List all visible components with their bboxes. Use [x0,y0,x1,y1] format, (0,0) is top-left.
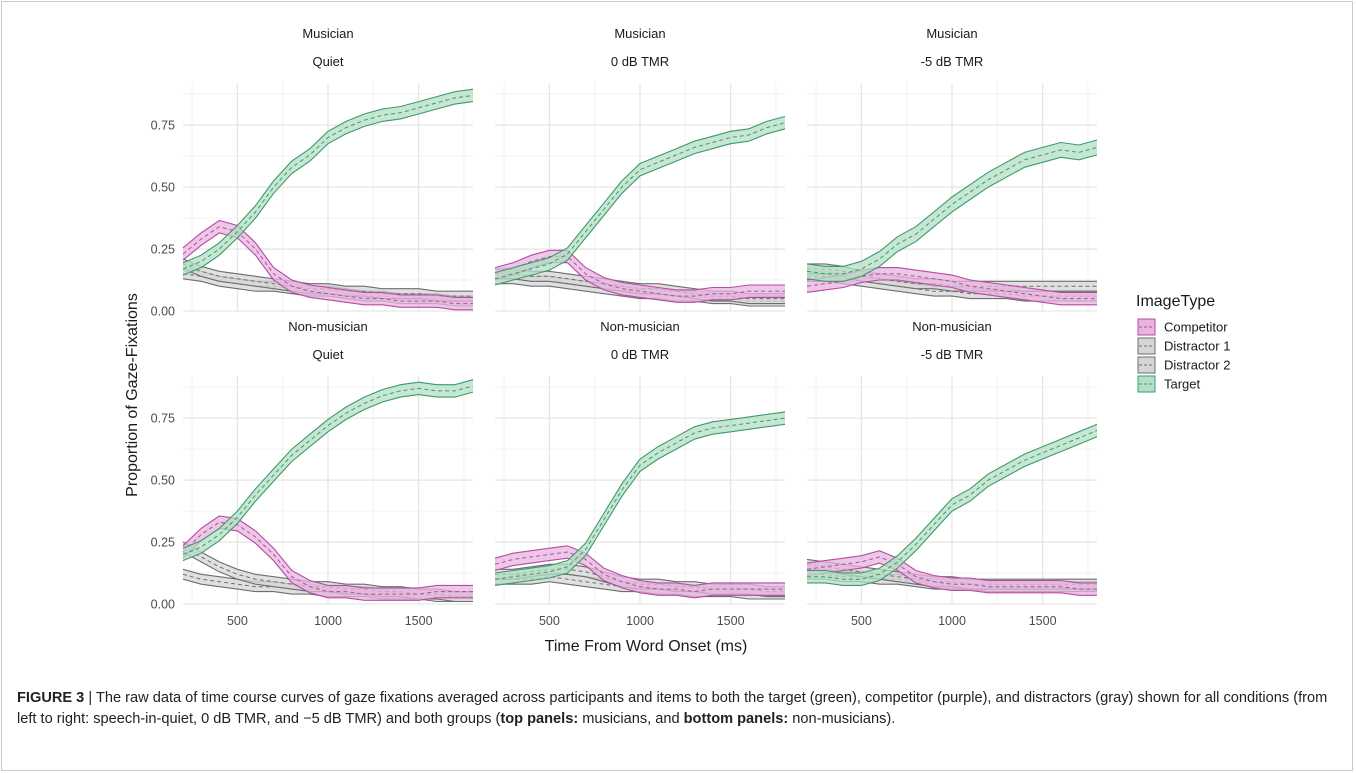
x-tick-label: 1000 [626,614,654,628]
figure-caption: FIGURE 3 | The raw data of time course c… [17,688,1337,730]
x-tick-label: 1000 [938,614,966,628]
y-tick-label: 0.75 [151,119,175,133]
target-upper-bound [494,115,786,274]
x-tick-label: 1500 [405,614,433,628]
distractor-2-lower-bound [495,283,785,307]
strip-condition-label: 0 dB TMR [611,54,669,69]
target-upper-bound [182,88,474,264]
target-lower-bound [182,391,474,562]
competitor-mean-line [494,256,785,297]
target-upper-bound [182,379,474,549]
legend: ImageType Competitor Distractor 1 Distracto… [1136,293,1230,393]
caption-separator: | [84,690,96,706]
competitor-ribbon [495,545,785,598]
strip-condition-label: -5 dB TMR [921,347,984,362]
caption-bold-bottom: bottom panels: [683,711,789,727]
y-tick-label: 0.25 [151,536,175,550]
competitor-lower-bound [182,527,473,601]
panel-3: Musician -5 dB TMR [806,26,1098,312]
caption-text-1: The raw data of time course curves of ga… [17,690,1328,727]
legend-title: ImageType [1136,293,1215,310]
strip-group-label: Non-musician [912,319,991,334]
x-axis-title: Time From Word Onset (ms) [545,638,748,655]
gaze-fixation-chart: Musician Quiet 0.00 0.25 0.50 0.75 Musician 0 d… [124,26,1230,655]
y-tick-label: 0.00 [151,305,175,319]
y-tick-label: 0.75 [151,412,175,426]
panel-2: Musician 0 dB TMR [494,26,786,312]
strip-condition-label: Quiet [312,347,343,362]
target-lower-bound [807,436,1098,586]
competitor-mean-line [182,226,473,305]
x-tick-label: 1000 [314,614,342,628]
competitor-upper-bound [182,219,473,298]
target-ribbon [183,379,473,561]
panel-4: Non-musician Quiet 0.00 0.25 0.50 0.75 500 1000… [151,319,474,628]
competitor-ribbon [807,267,1097,305]
y-tick-label: 0.50 [151,474,175,488]
figure-label: FIGURE 3 [17,690,85,706]
strip-condition-label: 0 dB TMR [611,347,669,362]
competitor-upper-bound [494,249,785,291]
strip-group-label: Musician [926,26,977,41]
target-ribbon [807,140,1097,282]
x-tick-label: 500 [851,614,872,628]
strip-group-label: Non-musician [600,319,679,334]
target-mean-line [494,122,786,280]
legend-label-target: Target [1164,377,1201,392]
target-lower-bound [494,423,786,586]
x-tick-label: 500 [539,614,560,628]
competitor-lower-bound [806,279,1097,306]
competitor-lower-bound [494,557,785,599]
strip-condition-label: -5 dB TMR [921,54,984,69]
caption-text-2: musicians, and [578,711,684,727]
x-tick-label: 1500 [717,614,745,628]
y-tick-label: 0.50 [151,181,175,195]
target-lower-bound [494,128,786,286]
x-tick-label: 1500 [1029,614,1057,628]
target-mean-line [494,417,786,580]
legend-label-distractor-1: Distractor 1 [1164,339,1230,354]
target-upper-bound [807,423,1098,574]
competitor-upper-bound [494,545,785,586]
competitor-ribbon [807,550,1097,596]
distractor-1-ribbon [807,263,1097,292]
competitor-mean-line [494,551,785,593]
x-tick-label: 500 [227,614,248,628]
target-upper-bound [494,411,786,574]
caption-bold-top: top panels: [500,711,579,727]
panel-6: Non-musician -5 dB TMR 500 1000 1500 [806,319,1098,628]
caption-text-3: non-musicians). [788,711,896,727]
target-mean-line [182,385,474,555]
target-upper-bound [806,139,1098,267]
target-lower-bound [806,154,1098,282]
target-ribbon [807,424,1097,586]
y-axis-title: Proportion of Gaze-Fixations [124,293,141,497]
competitor-ribbon [495,250,785,303]
strip-condition-label: Quiet [312,54,343,69]
target-mean-line [182,94,474,270]
strip-group-label: Musician [302,26,353,41]
competitor-lower-bound [806,562,1097,596]
strip-group-label: Non-musician [288,319,367,334]
y-tick-label: 0.00 [151,598,175,612]
distractor-1-upper-bound [182,258,473,292]
distractor-2-mean-line [182,573,473,598]
y-tick-label: 0.25 [151,243,175,257]
competitor-upper-bound [806,550,1097,584]
legend-label-distractor-2: Distractor 2 [1164,358,1230,373]
target-lower-bound [182,101,474,276]
distractor-1-ribbon [183,259,473,302]
target-ribbon [495,116,785,285]
panel-1: Musician Quiet 0.00 0.25 0.50 0.75 [151,26,474,319]
target-ribbon [183,89,473,276]
strip-group-label: Musician [614,26,665,41]
legend-label-competitor: Competitor [1164,320,1228,335]
panel-5: Non-musician 0 dB TMR 500 1000 1500 [494,319,786,628]
